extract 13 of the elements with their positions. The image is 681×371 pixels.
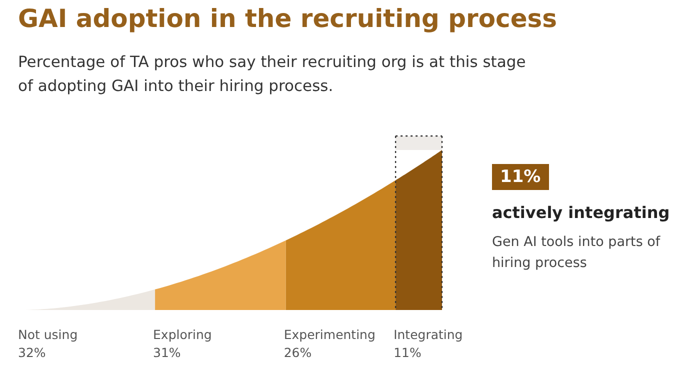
category-label: Exploring xyxy=(153,327,212,342)
category-label: Experimenting xyxy=(284,327,376,342)
data-label: 26% xyxy=(284,345,312,360)
text: GAI adoption in the recruiting process xyxy=(18,4,558,33)
category-label: Not using xyxy=(18,327,78,342)
text: actively integrating xyxy=(492,203,670,222)
text: Gen AI tools into parts of hiring process xyxy=(492,233,662,273)
category-label: Integrating xyxy=(394,327,463,342)
text: 11% xyxy=(492,164,549,190)
data-label: 11% xyxy=(394,345,422,360)
data-label: 31% xyxy=(153,345,181,360)
text: Percentage of TA pros who say their recruiting org is at this stage of adopting GAI into their hiring process. xyxy=(18,52,527,97)
data-label: 32% xyxy=(18,345,46,360)
